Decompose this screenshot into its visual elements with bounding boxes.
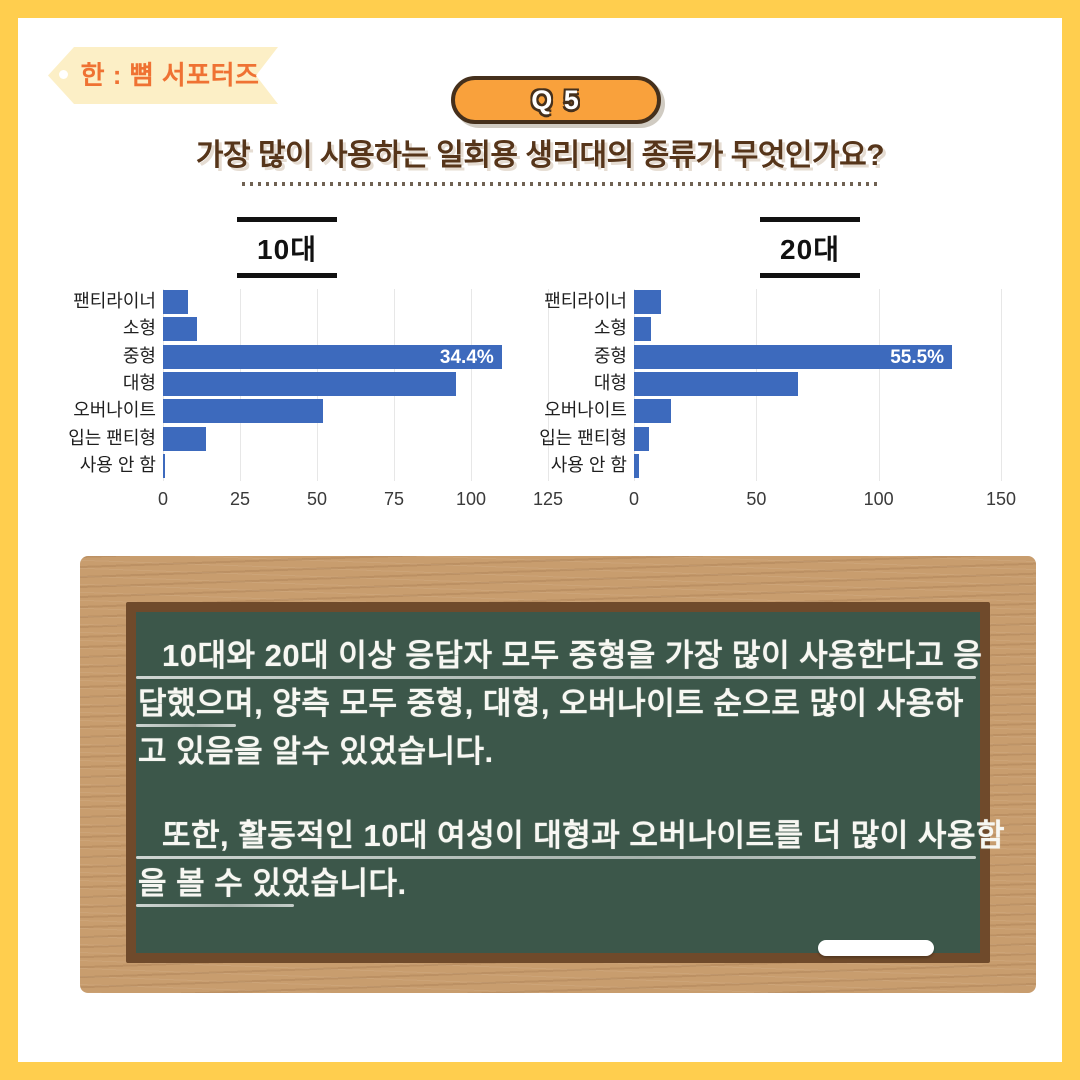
chalk-line-text: 또한, 활동적인 10대 여성이 대형과 오버나이트를 더 많이 사용함 [162,818,1005,853]
x-tick-label: 0 [628,489,640,509]
logo-ribbon: 한 : 뼘 서포터즈 [48,47,278,104]
chart-title-twenties: 20대 [760,217,860,278]
bar [634,290,661,314]
chalk-underline [136,856,977,859]
bar-row: 중형 34.4% [123,344,548,371]
chalk-line: 고 있음을 알수 있었습니다. [138,729,970,777]
bar-row: 오버나이트 [544,398,1001,425]
bar-row: 소형 [594,316,1001,343]
chalk-line: 10대와 20대 이상 응답자 모두 중형을 가장 많이 사용한다고 응 [136,633,982,681]
category-label: 대형 [593,372,627,393]
category-label: 중형 [122,345,156,366]
bar-row: 팬티라이너 [73,289,548,316]
x-tick-label: 150 [985,489,1017,509]
question-title: 가장 많이 사용하는 일회용 생리대의 종류가 무엇인가요? [195,139,885,172]
category-label: 사용 안 함 [79,454,156,475]
category-label: 입는 팬티형 [68,427,156,448]
chalk-line: 또한, 활동적인 10대 여성이 대형과 오버나이트를 더 많이 사용함 [136,813,1005,861]
bar [634,399,671,424]
chalk-line-text: 을 볼 수 있었습니다. [138,866,407,901]
bar-row: 입는 팬티형 [68,426,548,453]
bar [163,399,324,424]
logo-text: 한 : 뼘 서포터즈 [80,60,260,90]
category-label: 팬티라이너 [544,291,627,311]
bar-row: 입는 팬티형 [539,426,1001,453]
category-label: 사용 안 함 [550,454,627,475]
category-label: 오버나이트 [73,400,156,421]
chalk-underline [136,904,294,907]
chalk-icon [818,940,934,956]
bar-row: 사용 안 함 [80,453,548,480]
x-axis: 0 50 100 150 [629,489,1016,513]
gridline [1001,289,1002,481]
x-tick-label: 25 [229,489,251,509]
bar-row: 중형 55.5% [594,344,1001,371]
bar-row: 대형 [123,371,548,398]
category-label: 소형 [593,318,627,339]
gridline [471,289,472,481]
x-axis: 0 25 50 75 100 125 [158,489,563,513]
x-tick-label: 75 [383,489,405,509]
bar-row: 사용 안 함 [551,453,1001,480]
x-tick-label: 100 [863,489,894,509]
category-label: 입는 팬티형 [539,427,627,448]
x-tick-label: 50 [306,489,328,509]
chalk-underline [136,676,977,679]
dotted-divider [242,182,878,186]
category-label: 소형 [122,318,156,339]
bar-row: 오버나이트 [73,398,548,425]
category-label: 팬티라이너 [73,291,156,311]
chalk-line-text: 10대와 20대 이상 응답자 모두 중형을 가장 많이 사용한다고 응 [162,638,983,673]
chalk-line: 을 볼 수 있었습니다. [136,861,970,909]
chalk-underline [136,724,236,727]
chalkboard-frame [80,556,1036,993]
bar: 34.4% [163,344,502,369]
bar: 55.5% [634,344,953,369]
bar [634,426,649,451]
chalkboard [126,602,990,963]
category-label: 오버나이트 [544,400,627,421]
bar [163,290,188,314]
bar [634,371,798,396]
bar-row: 대형 [594,371,1001,398]
x-tick-label: 125 [532,489,564,509]
category-label: 대형 [122,372,156,393]
bar [634,453,639,478]
bar [163,317,197,342]
chart-title-teens: 10대 [237,217,337,278]
chalk-line-text: 고 있음을 알수 있었습니다. [138,734,494,769]
bar-value-label: 34.4% [439,346,494,368]
bar [634,317,652,342]
x-tick-label: 50 [746,489,767,509]
question-number-badge: Q 5 [451,76,661,124]
bar-row: 소형 [123,316,548,343]
bar [163,426,207,451]
bar [163,371,456,396]
chalk-line: 답했으며, 양측 모두 중형, 대형, 오버나이트 순으로 많이 사용하 [136,681,970,729]
bar-value-label: 55.5% [890,346,945,368]
x-tick-label: 0 [157,489,169,509]
bar [163,453,165,478]
x-tick-label: 100 [455,489,487,509]
gridline [548,289,549,481]
gridline [878,289,880,481]
category-label: 중형 [593,345,627,366]
chalk-line-text: 답했으며, 양측 모두 중형, 대형, 오버나이트 순으로 많이 사용하 [138,686,964,721]
ribbon-hole-icon [59,70,68,79]
bar-row: 팬티라이너 [544,289,1001,316]
